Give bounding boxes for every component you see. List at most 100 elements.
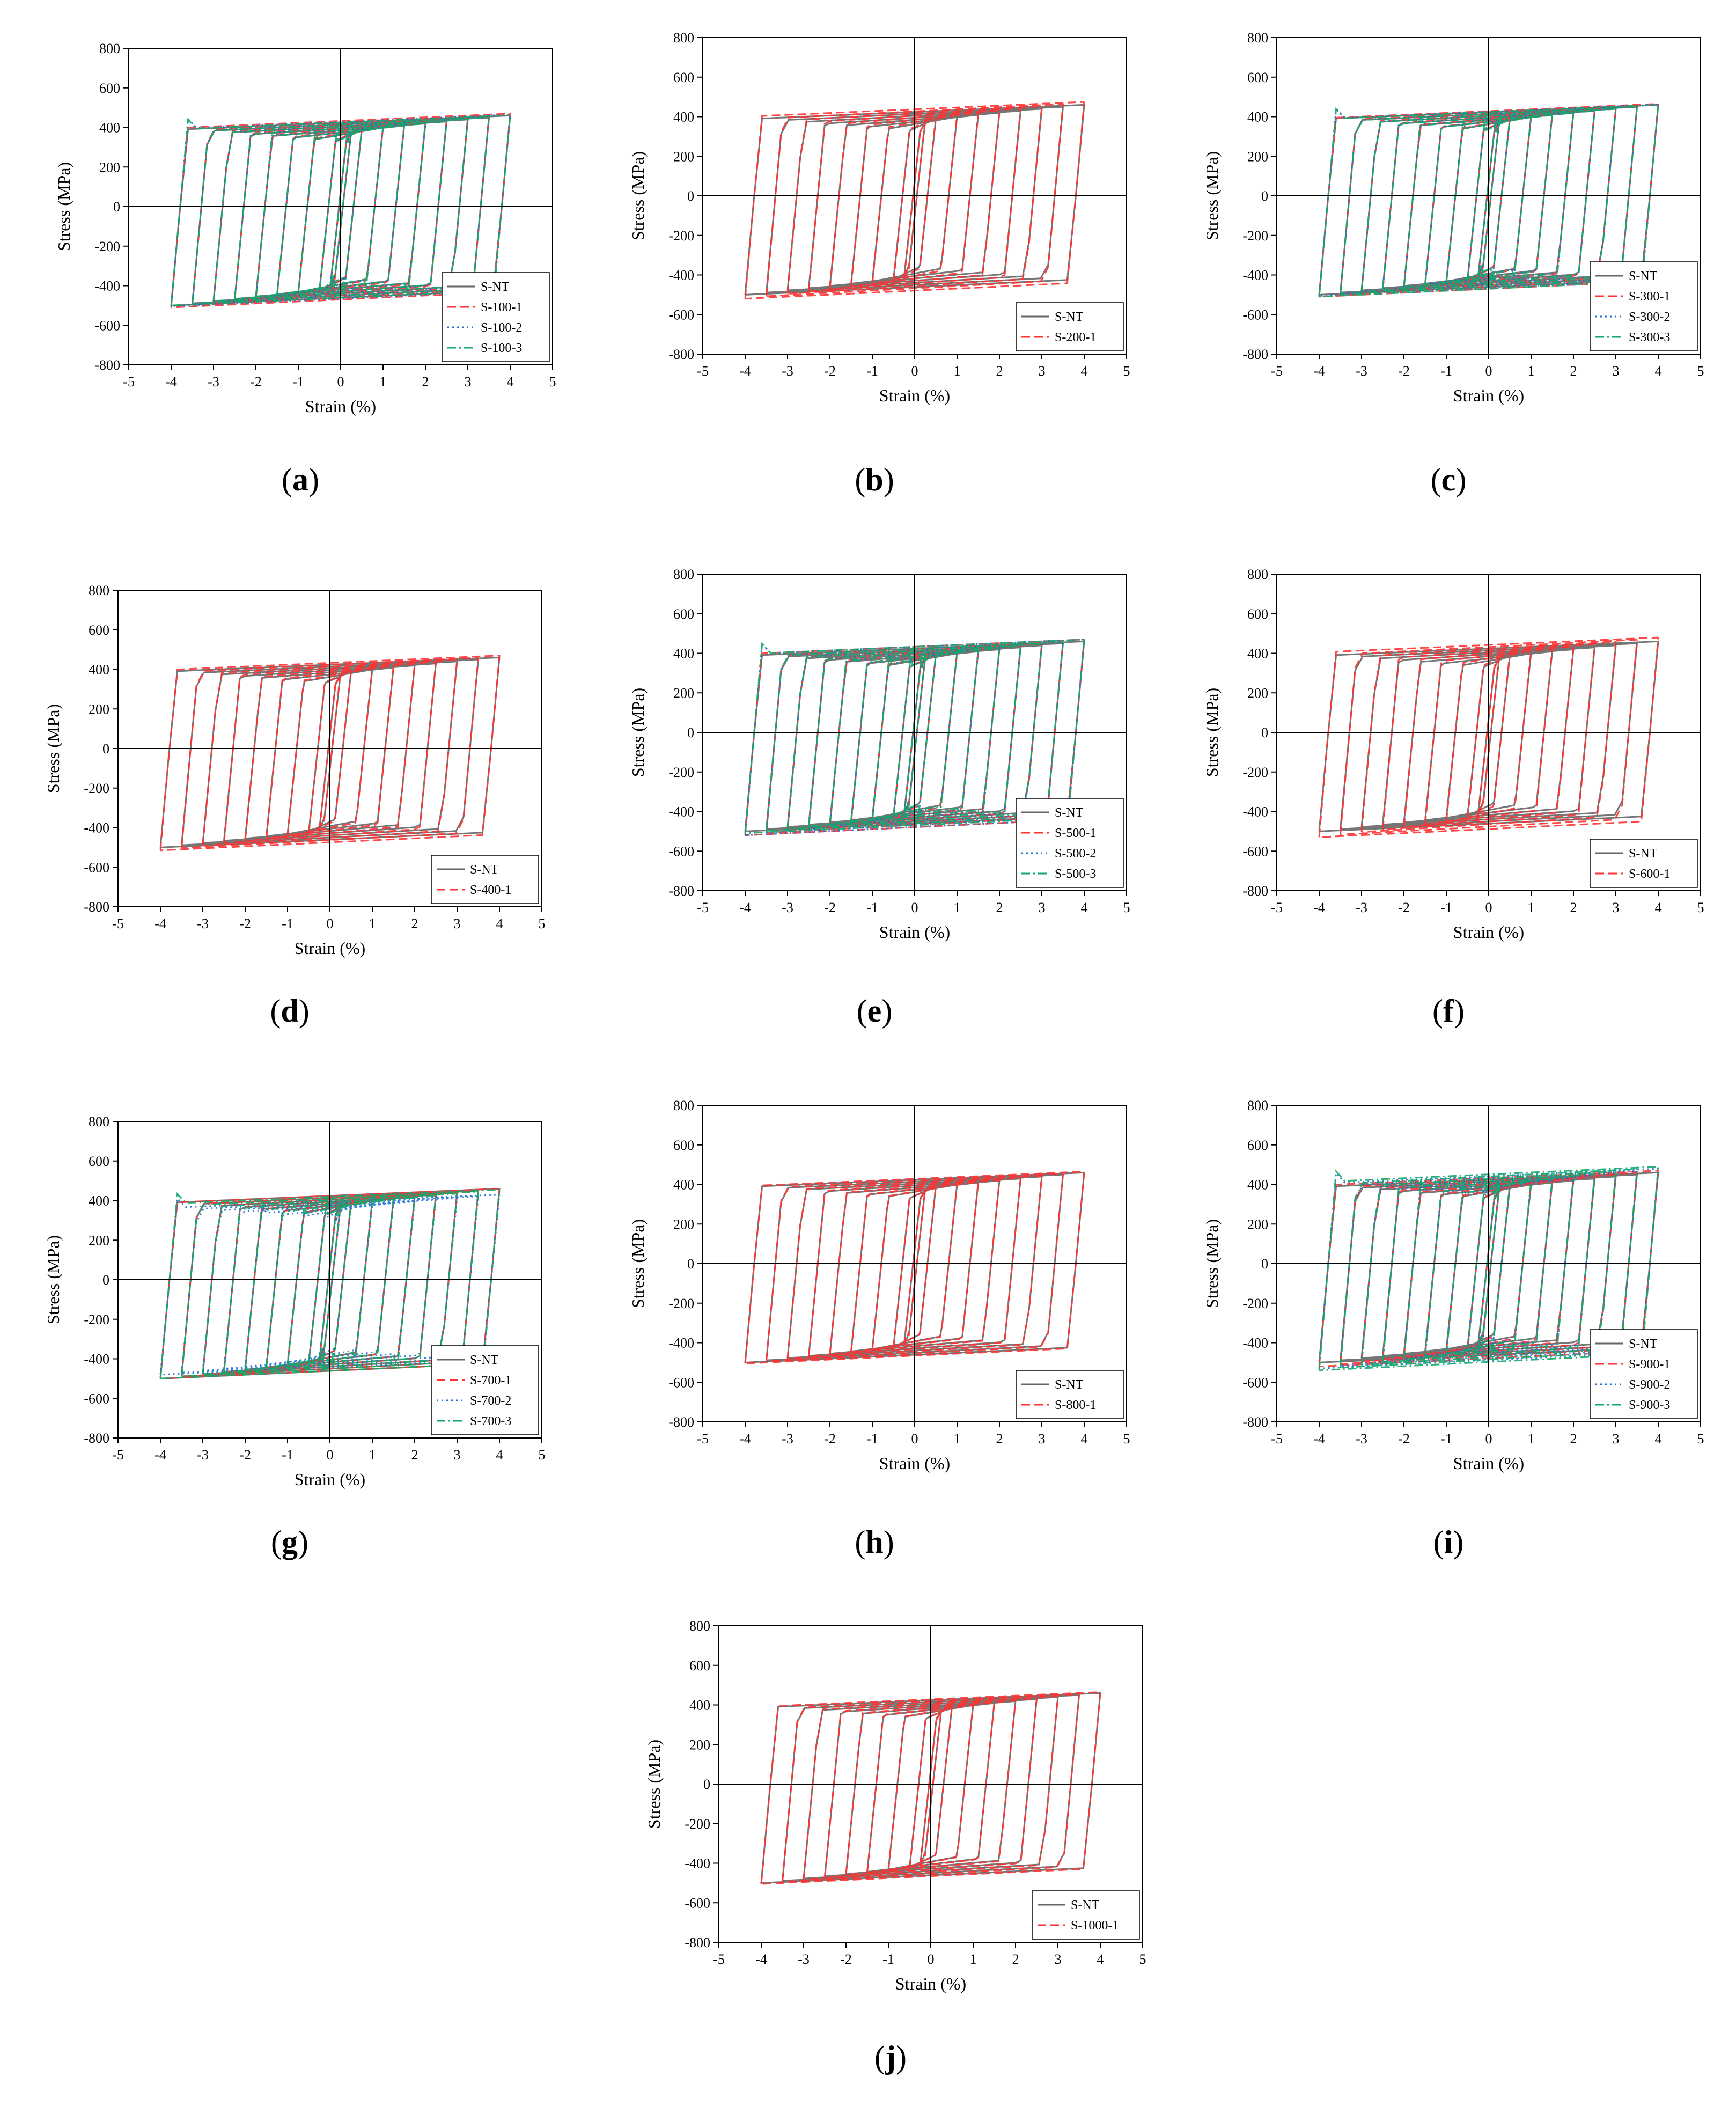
y-tick-label: -400 bbox=[685, 1856, 710, 1872]
legend: S-NT S-200-1 bbox=[1016, 302, 1124, 351]
x-tick-label: 2 bbox=[1570, 1431, 1577, 1447]
x-tick-label: -2 bbox=[1398, 1431, 1410, 1447]
y-tick-label: -800 bbox=[685, 1935, 710, 1950]
legend-entry: S-500-3 bbox=[1055, 867, 1096, 881]
x-tick-label: 3 bbox=[1613, 900, 1620, 915]
x-tick-label: -5 bbox=[112, 1447, 124, 1463]
x-tick-label: -4 bbox=[739, 900, 751, 915]
chart-panel-e: -5 -4 -3 -2 -1 0 1 2 3 4 5 -800 -600 -400 -200 0 200 400 6… bbox=[606, 558, 1143, 1041]
x-tick-label: -1 bbox=[292, 374, 304, 390]
x-tick-label: 3 bbox=[454, 916, 461, 931]
chart-panel-h: -5 -4 -3 -2 -1 0 1 2 3 4 5 -800 -600 -400 -200 0 200 400 6… bbox=[606, 1089, 1143, 1572]
x-tick-label: 4 bbox=[1097, 1951, 1104, 1967]
y-tick-label: 200 bbox=[1247, 149, 1268, 164]
legend-box bbox=[1590, 839, 1698, 888]
x-axis-title: Strain (%) bbox=[879, 386, 950, 405]
y-tick-label: 400 bbox=[1247, 1177, 1268, 1193]
chart-panel-j: -5 -4 -3 -2 -1 0 1 2 3 4 5 -800 -600 -400 -200 0 200 400 6… bbox=[622, 1610, 1159, 2093]
x-tick-label: -2 bbox=[840, 1951, 852, 1967]
y-tick-label: -800 bbox=[94, 357, 120, 373]
y-axis-title: Stress (MPa) bbox=[54, 162, 73, 251]
chart-panel-g: -5 -4 -3 -2 -1 0 1 2 3 4 5 -800 -600 -400 -200 0 200 400 6… bbox=[21, 1105, 558, 1588]
y-tick-label: 800 bbox=[673, 1098, 694, 1113]
x-tick-label: -3 bbox=[1356, 363, 1367, 379]
legend-box bbox=[1016, 798, 1124, 888]
y-tick-label: -200 bbox=[1242, 765, 1268, 780]
panel-label-j: (j) bbox=[874, 2039, 907, 2075]
y-tick-label: -400 bbox=[1242, 268, 1268, 283]
y-tick-label: -400 bbox=[668, 268, 694, 283]
legend-entry: S-NT bbox=[1055, 1378, 1084, 1392]
y-tick-label: 600 bbox=[1247, 606, 1268, 622]
y-tick-label: 200 bbox=[689, 1737, 710, 1752]
x-tick-label: -1 bbox=[1440, 900, 1452, 915]
legend-entry: S-900-3 bbox=[1629, 1398, 1670, 1412]
x-tick-label: -3 bbox=[1356, 900, 1367, 915]
chart-panel-a: -5 -4 -3 -2 -1 0 1 2 3 4 5 -800 -600 -400 -200 0 200 400 6… bbox=[32, 32, 569, 515]
y-tick-label: 0 bbox=[102, 741, 109, 757]
y-tick-label: 200 bbox=[99, 159, 120, 175]
x-tick-label: -4 bbox=[739, 363, 751, 379]
x-tick-label: -1 bbox=[1440, 1431, 1452, 1447]
x-tick-label: -3 bbox=[798, 1951, 810, 1967]
x-tick-label: 3 bbox=[454, 1447, 461, 1463]
legend-entry: S-NT bbox=[470, 863, 499, 877]
x-axis-title: Strain (%) bbox=[1453, 1454, 1524, 1473]
x-tick-label: 0 bbox=[911, 1431, 918, 1447]
x-tick-label: 0 bbox=[928, 1951, 935, 1967]
y-tick-label: -400 bbox=[84, 1352, 109, 1367]
series-line-S-800-1 bbox=[744, 1171, 1085, 1364]
x-tick-label: -3 bbox=[197, 1447, 209, 1463]
y-tick-label: 200 bbox=[673, 149, 694, 164]
y-tick-label: -800 bbox=[1242, 1414, 1268, 1430]
legend-entry: S-900-1 bbox=[1629, 1357, 1670, 1371]
y-tick-label: -600 bbox=[84, 1391, 109, 1406]
x-tick-label: 0 bbox=[327, 916, 334, 931]
y-tick-label: 0 bbox=[102, 1272, 109, 1288]
y-tick-label: -600 bbox=[1242, 1375, 1268, 1390]
x-axis-title: Strain (%) bbox=[879, 922, 950, 942]
chart-svg-c: -5 -4 -3 -2 -1 0 1 2 3 4 5 -800 -600 -400 -200 0 200 400 6… bbox=[1202, 30, 1704, 405]
y-tick-label: -200 bbox=[668, 765, 694, 780]
x-tick-label: -1 bbox=[1440, 363, 1452, 379]
legend-entry: S-NT bbox=[481, 280, 510, 294]
x-tick-label: -4 bbox=[1313, 363, 1325, 379]
y-tick-label: 600 bbox=[673, 606, 694, 622]
chart-svg-b: -5 -4 -3 -2 -1 0 1 2 3 4 5 -800 -600 -400 -200 0 200 400 6… bbox=[628, 30, 1130, 405]
y-tick-label: 200 bbox=[89, 701, 109, 717]
y-tick-label: -200 bbox=[94, 239, 120, 254]
x-tick-label: 5 bbox=[1123, 363, 1130, 379]
y-axis-title: Stress (MPa) bbox=[1202, 151, 1222, 240]
y-axis-title: Stress (MPa) bbox=[43, 1235, 63, 1324]
chart-panel-b: -5 -4 -3 -2 -1 0 1 2 3 4 5 -800 -600 -400 -200 0 200 400 6… bbox=[606, 21, 1143, 504]
y-tick-label: 800 bbox=[1247, 30, 1268, 46]
x-tick-label: 2 bbox=[996, 900, 1003, 915]
x-tick-label: 5 bbox=[549, 374, 556, 390]
plot-h: -5 -4 -3 -2 -1 0 1 2 3 4 5 -800 -600 -400 -200 0 200 400 6… bbox=[628, 1098, 1130, 1473]
x-axis-title: Strain (%) bbox=[1453, 386, 1524, 405]
y-tick-label: 800 bbox=[689, 1618, 710, 1634]
series-line-S-1000-1 bbox=[760, 1691, 1101, 1885]
series-S-900-3 bbox=[1318, 1166, 1659, 1371]
series-S-800-1 bbox=[744, 1171, 1085, 1364]
y-tick-label: 400 bbox=[689, 1698, 710, 1713]
y-tick-label: -200 bbox=[84, 781, 109, 796]
y-tick-label: 200 bbox=[673, 685, 694, 701]
series-S-100-3 bbox=[170, 114, 511, 306]
x-tick-label: 4 bbox=[1081, 900, 1088, 915]
plot-g: -5 -4 -3 -2 -1 0 1 2 3 4 5 -800 -600 -400 -200 0 200 400 6… bbox=[43, 1114, 546, 1489]
x-tick-label: -2 bbox=[239, 916, 251, 931]
y-tick-label: 800 bbox=[673, 567, 694, 582]
legend: S-NT S-100-1 S-100-2 S-100-3 bbox=[442, 272, 550, 362]
plot-j: -5 -4 -3 -2 -1 0 1 2 3 4 5 -800 -600 -400 -200 0 200 400 6… bbox=[644, 1618, 1146, 1993]
legend-entry: S-800-1 bbox=[1055, 1398, 1096, 1412]
x-tick-label: -1 bbox=[866, 363, 878, 379]
x-tick-label: 3 bbox=[1613, 363, 1620, 379]
x-tick-label: -2 bbox=[1398, 900, 1410, 915]
x-tick-label: 2 bbox=[1570, 900, 1577, 915]
legend-entry: S-NT bbox=[1629, 269, 1658, 283]
x-tick-label: 0 bbox=[1485, 900, 1492, 915]
y-tick-label: -600 bbox=[668, 307, 694, 322]
x-tick-label: 4 bbox=[1081, 1431, 1088, 1447]
chart-panel-i: -5 -4 -3 -2 -1 0 1 2 3 4 5 -800 -600 -400 -200 0 200 400 6… bbox=[1180, 1089, 1717, 1572]
